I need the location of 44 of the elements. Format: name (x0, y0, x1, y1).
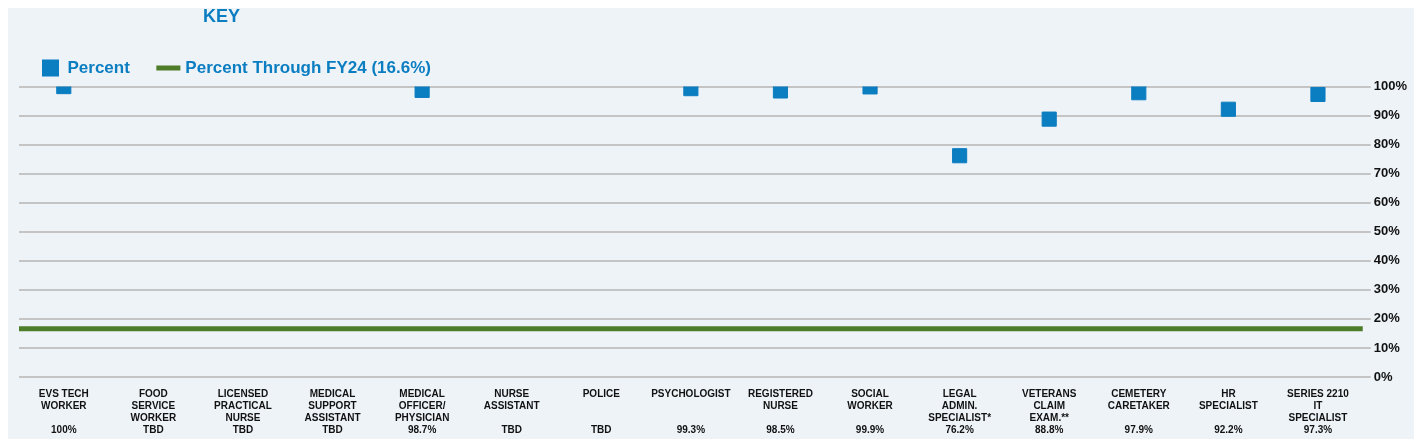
legend-label: Percent Through FY24 (16.6%) (185, 57, 431, 77)
y-tick-label: 80% (1373, 136, 1401, 152)
x-tick-label: EVS TECH WORKER (38, 387, 89, 411)
x-tick-label: FOOD SERVICE WORKER (130, 387, 177, 423)
y-tick-label: 40% (1373, 252, 1401, 268)
x-tick-label: NURSE ASSISTANT (483, 387, 540, 411)
x-tick-label: REGISTERED NURSE (747, 387, 813, 411)
data-label: 100% (51, 423, 77, 435)
data-label: 98.5% (766, 423, 795, 435)
text: TBD (232, 423, 254, 435)
text: TBD (591, 423, 612, 435)
text: TBD (143, 423, 164, 435)
x-tick-label: SERIES 2210 IT SPECIALIST (1287, 387, 1350, 423)
y-tick-label: 50% (1373, 223, 1401, 239)
data-label: 99.9% (855, 423, 885, 435)
y-tick-label: 70% (1373, 165, 1401, 181)
text: TBD (501, 423, 522, 435)
x-tick-label: LEGAL ADMIN. SPECIALIST* (928, 387, 992, 423)
text: TBD (322, 423, 343, 435)
x-tick-label: SOCIAL WORKER (847, 387, 894, 411)
data-label: 97.9% (1124, 423, 1154, 435)
data-label: 97.3% (1303, 423, 1333, 435)
y-tick-label: 90% (1373, 107, 1401, 123)
y-tick-label: 100% (1373, 78, 1408, 94)
x-tick-label: VETERANS CLAIM EXAM.** (1021, 387, 1077, 423)
y-tick-label: 0% (1373, 368, 1393, 384)
data-label: 98.7% (407, 423, 437, 435)
legend-label: Percent (67, 57, 131, 77)
y-tick-label: 20% (1373, 310, 1401, 326)
y-tick-label: 30% (1373, 281, 1401, 297)
data-label: 76.2% (945, 423, 974, 435)
x-tick-label: POLICE (582, 387, 621, 399)
x-tick-label: HR SPECIALIST (1198, 387, 1258, 411)
data-label: 99.3% (676, 423, 706, 435)
y-tick-label: 60% (1373, 194, 1401, 210)
data-label: 88.8% (1035, 423, 1064, 435)
x-tick-label: LICENSED PRACTICAL NURSE (214, 387, 272, 423)
y-tick-label: 10% (1373, 339, 1401, 355)
x-tick-label: MEDICAL OFFICER/ PHYSICIAN (394, 387, 450, 423)
x-tick-label: PSYCHOLOGIST (651, 387, 731, 399)
x-tick-label: CEMETERY CARETAKER (1107, 387, 1171, 411)
data-label: 92.2% (1214, 423, 1243, 435)
legend-title: KEY (202, 5, 240, 26)
x-tick-label: MEDICAL SUPPORT ASSISTANT (304, 387, 361, 423)
